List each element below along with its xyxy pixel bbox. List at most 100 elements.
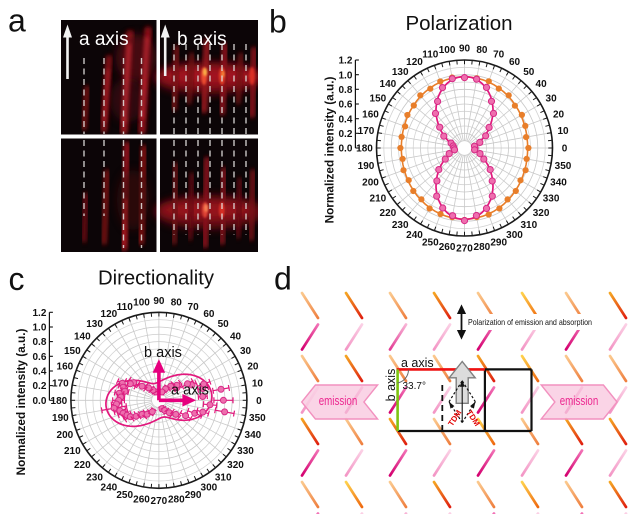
- svg-text:160: 160: [362, 109, 379, 120]
- svg-text:40: 40: [230, 332, 242, 343]
- svg-text:10: 10: [252, 378, 264, 389]
- svg-text:a axis: a axis: [79, 29, 129, 50]
- svg-text:320: 320: [533, 208, 550, 219]
- svg-text:230: 230: [86, 472, 103, 483]
- svg-text:240: 240: [101, 482, 118, 493]
- svg-text:120: 120: [101, 309, 118, 320]
- svg-text:a axis: a axis: [401, 356, 434, 370]
- svg-text:80: 80: [171, 297, 183, 308]
- svg-text:20: 20: [553, 109, 565, 120]
- svg-text:240: 240: [406, 230, 423, 241]
- svg-text:1.0: 1.0: [32, 323, 46, 334]
- svg-text:Normalized intensity (a.u.): Normalized intensity (a.u.): [323, 77, 337, 224]
- svg-text:180: 180: [356, 144, 373, 155]
- svg-text:330: 330: [237, 446, 254, 457]
- svg-text:170: 170: [358, 126, 375, 137]
- svg-text:30: 30: [240, 346, 252, 357]
- svg-text:110: 110: [117, 302, 134, 313]
- svg-text:0.0: 0.0: [32, 396, 46, 407]
- svg-text:Polarization: Polarization: [405, 12, 512, 35]
- svg-text:190: 190: [52, 413, 69, 424]
- svg-text:200: 200: [362, 178, 379, 189]
- svg-text:b axis: b axis: [177, 29, 227, 50]
- svg-text:40: 40: [536, 79, 548, 90]
- svg-text:80: 80: [476, 45, 488, 56]
- svg-text:100: 100: [439, 45, 456, 56]
- svg-text:70: 70: [188, 302, 200, 313]
- svg-text:300: 300: [506, 230, 523, 241]
- svg-text:170: 170: [52, 378, 69, 389]
- svg-text:330: 330: [543, 194, 560, 205]
- svg-text:180: 180: [51, 396, 68, 407]
- svg-text:50: 50: [523, 67, 535, 78]
- svg-text:290: 290: [185, 490, 202, 501]
- svg-text:220: 220: [74, 460, 91, 471]
- svg-text:emission: emission: [560, 394, 599, 408]
- svg-text:0.2: 0.2: [32, 381, 46, 392]
- svg-text:260: 260: [439, 242, 456, 253]
- svg-text:110: 110: [422, 50, 439, 61]
- svg-text:0.8: 0.8: [338, 85, 352, 96]
- svg-text:emission: emission: [319, 394, 358, 408]
- svg-text:50: 50: [218, 319, 230, 330]
- svg-text:130: 130: [392, 67, 409, 78]
- svg-text:0.6: 0.6: [338, 100, 352, 111]
- svg-text:290: 290: [490, 238, 507, 249]
- svg-text:0: 0: [256, 396, 262, 407]
- svg-text:60: 60: [509, 57, 521, 68]
- svg-text:d: d: [274, 261, 292, 297]
- svg-text:350: 350: [555, 161, 572, 172]
- svg-text:1.2: 1.2: [338, 56, 352, 67]
- svg-text:160: 160: [57, 362, 74, 373]
- svg-text:340: 340: [245, 430, 262, 441]
- svg-text:310: 310: [520, 220, 537, 231]
- svg-text:270: 270: [456, 244, 473, 255]
- svg-text:190: 190: [358, 161, 375, 172]
- svg-text:220: 220: [380, 208, 397, 219]
- svg-text:0.0: 0.0: [338, 144, 352, 155]
- svg-text:350: 350: [249, 413, 266, 424]
- svg-text:a axis: a axis: [171, 383, 209, 399]
- svg-text:130: 130: [86, 319, 103, 330]
- svg-text:230: 230: [392, 220, 409, 231]
- svg-text:150: 150: [370, 94, 387, 105]
- svg-text:b: b: [269, 4, 287, 40]
- svg-text:0: 0: [562, 144, 568, 155]
- svg-text:200: 200: [57, 430, 74, 441]
- svg-text:Polarization of emission and a: Polarization of emission and absorption: [468, 317, 592, 327]
- svg-text:c: c: [9, 261, 25, 297]
- svg-text:320: 320: [227, 460, 244, 471]
- svg-text:260: 260: [133, 494, 150, 505]
- svg-text:a: a: [8, 3, 26, 39]
- svg-text:70: 70: [493, 50, 505, 61]
- svg-text:0.4: 0.4: [338, 114, 352, 125]
- svg-text:270: 270: [151, 496, 168, 507]
- svg-text:210: 210: [64, 446, 81, 457]
- svg-text:1.0: 1.0: [338, 70, 352, 81]
- svg-text:1.2: 1.2: [32, 308, 46, 319]
- svg-text:Directionality: Directionality: [98, 268, 215, 290]
- svg-text:150: 150: [64, 346, 81, 357]
- svg-text:90: 90: [153, 296, 165, 307]
- svg-text:310: 310: [215, 472, 232, 483]
- svg-text:0.4: 0.4: [32, 367, 46, 378]
- svg-text:b axis: b axis: [384, 369, 398, 402]
- svg-text:340: 340: [550, 178, 567, 189]
- svg-text:0.6: 0.6: [32, 352, 46, 363]
- svg-text:140: 140: [74, 332, 91, 343]
- svg-text:60: 60: [203, 309, 215, 320]
- svg-text:20: 20: [247, 362, 259, 373]
- svg-text:30: 30: [546, 94, 558, 105]
- svg-text:10: 10: [557, 126, 569, 137]
- svg-text:Normalized intensity (a.u.): Normalized intensity (a.u.): [14, 329, 28, 476]
- svg-text:b axis: b axis: [144, 345, 182, 361]
- svg-text:280: 280: [474, 242, 491, 253]
- svg-text:250: 250: [422, 238, 439, 249]
- svg-text:280: 280: [168, 494, 185, 505]
- svg-text:210: 210: [370, 194, 387, 205]
- svg-text:0.8: 0.8: [32, 337, 46, 348]
- svg-text:140: 140: [380, 79, 397, 90]
- svg-text:100: 100: [133, 297, 150, 308]
- svg-text:120: 120: [406, 57, 423, 68]
- svg-text:33.7°: 33.7°: [403, 381, 426, 392]
